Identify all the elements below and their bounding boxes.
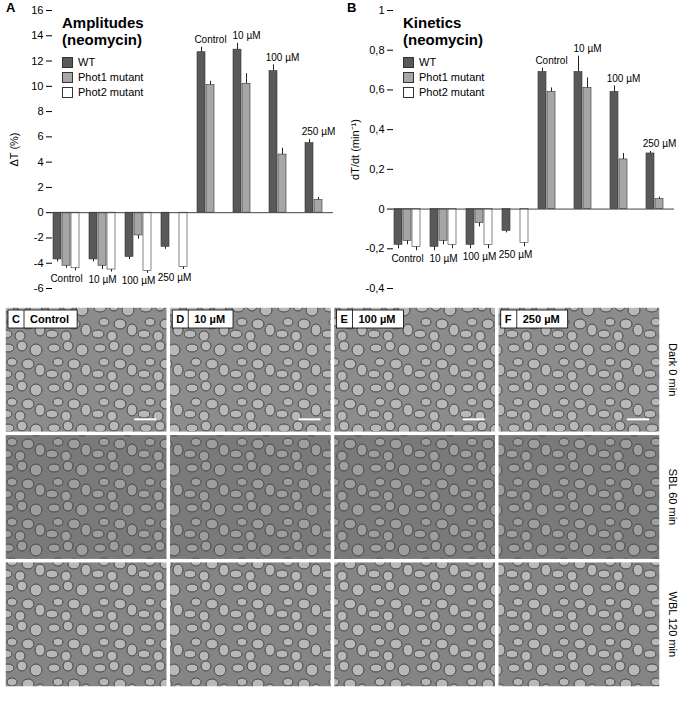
- html-text:Phot2 mutant: Phot2 mutant: [419, 86, 485, 98]
- svg-text:Control: Control: [50, 273, 82, 284]
- svg-text:100 µM: 100 µM: [463, 251, 497, 262]
- svg-text:4: 4: [37, 156, 43, 168]
- svg-text:E: E: [341, 313, 348, 325]
- svg-text:Control: Control: [194, 34, 226, 45]
- svg-text:SBL 60 min: SBL 60 min: [667, 469, 679, 525]
- svg-text:6: 6: [37, 130, 43, 142]
- svg-text:C: C: [12, 313, 20, 325]
- svg-text:8: 8: [37, 105, 43, 117]
- html-text:A: A: [6, 0, 16, 15]
- svg-text:250 µM: 250 µM: [643, 138, 677, 149]
- svg-text:100 µM: 100 µM: [607, 73, 641, 84]
- svg-text:10 µM: 10 µM: [574, 43, 602, 54]
- svg-text:0: 0: [37, 206, 43, 218]
- svg-text:12: 12: [31, 55, 43, 67]
- svg-text:D: D: [176, 313, 184, 325]
- svg-text:100 µM: 100 µM: [122, 275, 156, 286]
- html-text:B: B: [347, 0, 357, 15]
- svg-text:10 µM: 10 µM: [430, 253, 458, 264]
- svg-text:100 µM: 100 µM: [266, 52, 300, 63]
- svg-text:2: 2: [37, 181, 43, 193]
- svg-text:0: 0: [378, 203, 384, 215]
- svg-text:250 µM: 250 µM: [158, 272, 192, 283]
- html-text:Phot1 mutant: Phot1 mutant: [78, 71, 144, 83]
- svg-text:1: 1: [378, 4, 384, 16]
- html-text:Kinetics (neomycin): Kinetics (neomycin): [403, 14, 483, 48]
- svg-text:16: 16: [31, 4, 43, 16]
- svg-text:10: 10: [31, 80, 43, 92]
- svg-text:-4: -4: [34, 257, 44, 269]
- html-text:Phot2 mutant: Phot2 mutant: [78, 86, 144, 98]
- svg-text:Control: Control: [391, 253, 423, 264]
- html-text:Amplitudes (neomycin): Amplitudes (neomycin): [62, 14, 144, 48]
- svg-text:dT/dt (min⁻¹): dT/dt (min⁻¹): [349, 119, 361, 180]
- html-text:WT: WT: [419, 56, 437, 68]
- svg-text:-0,2: -0,2: [366, 242, 385, 254]
- svg-text:100 µM: 100 µM: [359, 313, 396, 325]
- svg-text:-0,4: -0,4: [366, 282, 385, 294]
- svg-text:250 µM: 250 µM: [499, 249, 533, 260]
- svg-text:0,8: 0,8: [369, 44, 384, 56]
- svg-text:F: F: [505, 313, 512, 325]
- svg-text:-6: -6: [34, 282, 44, 294]
- svg-text:WBL 120 min: WBL 120 min: [667, 592, 679, 658]
- html-text:WT: WT: [78, 56, 96, 68]
- svg-text:Control: Control: [535, 55, 567, 66]
- svg-text:0,4: 0,4: [369, 123, 384, 135]
- svg-text:10 µM: 10 µM: [194, 313, 225, 325]
- svg-text:10 µM: 10 µM: [233, 30, 261, 41]
- svg-text:250 µM: 250 µM: [523, 313, 560, 325]
- svg-text:14: 14: [31, 29, 43, 41]
- svg-text:-2: -2: [34, 231, 44, 243]
- html-text:Phot1 mutant: Phot1 mutant: [419, 71, 485, 83]
- svg-text:ΔT (%): ΔT (%): [8, 132, 20, 166]
- svg-text:0,2: 0,2: [369, 163, 384, 175]
- svg-text:Dark 0 min: Dark 0 min: [667, 343, 679, 396]
- svg-text:10 µM: 10 µM: [89, 274, 117, 285]
- svg-text:0,6: 0,6: [369, 83, 384, 95]
- svg-text:Control: Control: [30, 313, 69, 325]
- svg-text:250 µM: 250 µM: [302, 126, 336, 137]
